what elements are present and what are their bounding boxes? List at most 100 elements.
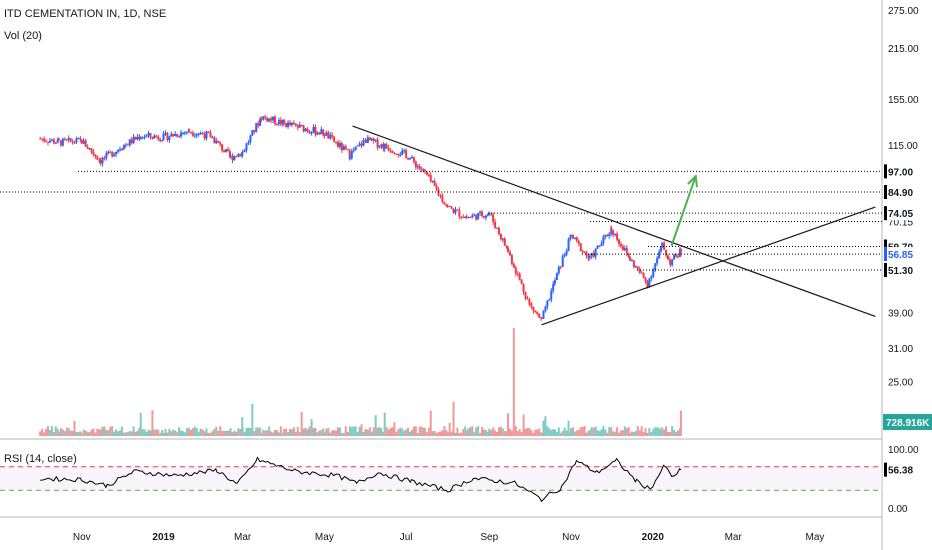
candle (618, 239, 621, 245)
candle (362, 140, 365, 146)
volume-bar (627, 427, 630, 436)
volume-bar (296, 427, 299, 436)
candle (342, 146, 345, 151)
volume-bar (389, 428, 392, 436)
candle (370, 138, 373, 141)
volume-bar (669, 432, 672, 436)
candle (516, 273, 519, 275)
candle (46, 141, 49, 143)
volume-tag-label: 728.916K (886, 418, 930, 429)
time-tick-label: Jul (400, 532, 413, 543)
candle (145, 135, 148, 137)
volume-bar (450, 431, 453, 436)
candle (565, 250, 568, 255)
candle (251, 130, 254, 136)
volume-bar (471, 426, 474, 436)
candle (237, 154, 240, 157)
volume-bar (352, 426, 355, 436)
candle (223, 150, 226, 152)
volume-bar (203, 431, 206, 436)
volume-bar (174, 430, 177, 436)
candle (520, 279, 523, 284)
volume-bar (164, 429, 167, 436)
volume-bar (524, 428, 527, 436)
volume-bar (600, 429, 603, 436)
candle (344, 146, 347, 150)
volume-bar (538, 428, 541, 436)
candle (103, 157, 106, 159)
candle (553, 280, 556, 284)
candle (567, 239, 570, 251)
volume-bar (251, 403, 254, 436)
volume-bar (329, 432, 332, 436)
volume-bar (360, 424, 363, 436)
candle (155, 135, 158, 137)
volume-bar (612, 431, 615, 436)
candle (420, 168, 423, 171)
volume-bar (640, 426, 643, 436)
volume-bar (105, 429, 108, 436)
volume-bar (147, 429, 150, 436)
candle (161, 140, 164, 142)
candle (518, 273, 521, 280)
volume-bar (663, 429, 666, 436)
candle (397, 153, 400, 156)
volume-bar (75, 432, 78, 436)
volume-bar (625, 428, 628, 436)
candle (494, 221, 497, 228)
volume-bar (327, 427, 330, 436)
volume-bar (512, 328, 515, 436)
volume-bar (253, 431, 256, 436)
volume-bar (350, 427, 353, 436)
level-tag-label: 84.90 (888, 188, 913, 199)
candle (663, 242, 666, 250)
volume-bar (665, 426, 668, 436)
candle (548, 299, 551, 301)
candle (224, 149, 227, 152)
trend-lines[interactable] (352, 125, 876, 326)
horizontal-levels[interactable] (0, 170, 882, 271)
volume-bar (195, 428, 198, 436)
candle (481, 211, 484, 217)
volume-bar (660, 429, 663, 436)
volume-bar (452, 401, 455, 436)
volume-bar (270, 431, 273, 436)
candle (577, 240, 580, 244)
candle (522, 283, 525, 293)
volume-bar (348, 426, 351, 436)
candle (658, 251, 661, 259)
volume-bar (77, 431, 80, 436)
candle (534, 310, 537, 313)
candle (378, 146, 381, 148)
candle (616, 233, 619, 240)
candle (414, 161, 417, 168)
volume-bar (378, 426, 381, 436)
volume-bar (241, 426, 244, 436)
candle (94, 154, 97, 157)
candle (183, 132, 186, 134)
volume-bar (128, 431, 131, 436)
candle (253, 130, 256, 132)
volume-bar (310, 419, 313, 436)
candle (113, 154, 116, 157)
level-tag-marker (884, 263, 887, 278)
volume-bar (508, 428, 511, 436)
candle (452, 208, 455, 213)
candle (538, 313, 541, 318)
candle (634, 266, 637, 268)
candle (143, 136, 146, 138)
price-axis[interactable]: 275.00 215.00 155.00 115.00 70.15 39.00 31.00 2… (883, 6, 932, 515)
volume-bar (652, 429, 655, 436)
volume-bar (441, 430, 444, 436)
volume-bar (90, 429, 93, 436)
candle (209, 133, 212, 138)
time-axis[interactable]: Nov 2019 Mar May Jul Sep Nov 2020 Mar May (73, 532, 825, 543)
candle (331, 134, 334, 137)
volume-bar (518, 429, 521, 436)
candle (275, 123, 278, 125)
candle (292, 122, 295, 124)
volume-bar (217, 430, 220, 436)
candle (241, 151, 244, 157)
candle (281, 119, 284, 125)
